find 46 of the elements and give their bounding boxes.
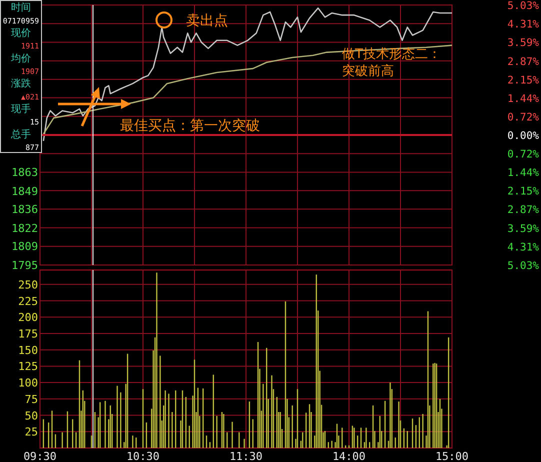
y-tick-label: 225 bbox=[18, 294, 38, 308]
y2-tick-label: 2.15% bbox=[507, 186, 540, 198]
line-series bbox=[42, 44, 453, 135]
x-tick-label: 11:30 bbox=[229, 450, 263, 462]
y-tick-label: 200 bbox=[18, 311, 38, 324]
y-tick-label: 175 bbox=[18, 327, 38, 340]
text: 现价 bbox=[11, 27, 31, 39]
y2-tick-label: 4.31% bbox=[507, 241, 540, 254]
x-tick-label: 14:00 bbox=[332, 450, 366, 462]
y2-tick-label: 4.31% bbox=[507, 18, 540, 31]
y2-tick-label: 1.44% bbox=[507, 167, 540, 180]
y-tick-label: 75 bbox=[24, 392, 38, 406]
text: 时间 bbox=[11, 2, 31, 14]
y2-tick-label: 5.03% bbox=[507, 0, 540, 12]
y-tick-label: 1809 bbox=[12, 240, 38, 253]
y2-tick-label: 1.44% bbox=[507, 92, 540, 105]
y2-tick-label: 2.87% bbox=[507, 56, 540, 68]
y2-tick-label: 0.00% bbox=[507, 130, 540, 142]
annotation: 做T技术形态二：突破前高 bbox=[342, 47, 441, 79]
y-tick-label: 1822 bbox=[12, 222, 38, 236]
x-tick-label: 10:30 bbox=[126, 450, 160, 462]
y-tick-label: 150 bbox=[18, 344, 38, 357]
y-tick-label: 50 bbox=[24, 409, 38, 422]
x-tick-label: 09:30 bbox=[23, 450, 57, 462]
y-tick-label: 100 bbox=[18, 376, 38, 390]
y2-tick-label: 2.15% bbox=[507, 74, 540, 86]
y2-tick-label: 2.87% bbox=[507, 204, 540, 216]
y2-tick-label: 5.03% bbox=[507, 260, 540, 272]
y-tick-label: 125 bbox=[18, 360, 38, 374]
y-tick-label: 1849 bbox=[12, 185, 38, 198]
y2-tick-label: 0.72% bbox=[507, 111, 540, 124]
y2-tick-label: 3.59% bbox=[507, 37, 540, 50]
y-tick-label: 1795 bbox=[12, 259, 38, 272]
annotation: 最佳买点：第一次突破 bbox=[120, 118, 260, 134]
y2-tick-label: 0.72% bbox=[507, 148, 540, 161]
text: 均价 bbox=[10, 52, 31, 64]
y-tick-label: 25 bbox=[24, 426, 38, 439]
text: 涨跌 bbox=[11, 78, 31, 90]
text: 总手 bbox=[10, 128, 31, 140]
text: 现手 bbox=[11, 103, 31, 115]
x-tick-label: 15:00 bbox=[435, 450, 469, 462]
y-tick-label: 1863 bbox=[12, 166, 38, 179]
y-tick-label: 1836 bbox=[12, 202, 38, 216]
y2-tick-label: 3.59% bbox=[507, 222, 540, 235]
y-tick-label: 250 bbox=[18, 278, 38, 292]
annotation: 卖出点 bbox=[186, 13, 228, 29]
